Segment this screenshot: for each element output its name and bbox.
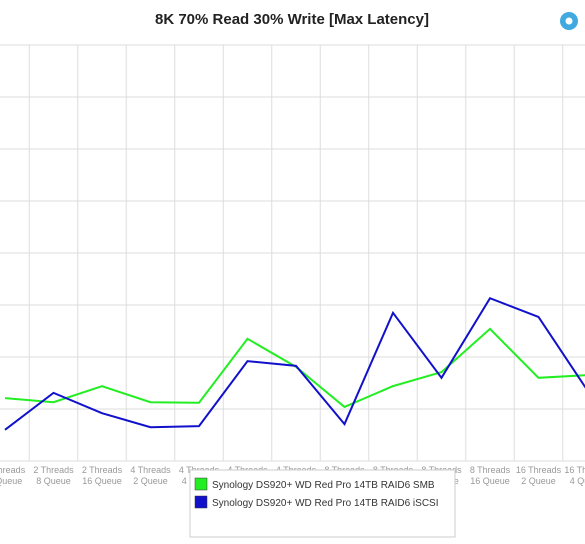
x-tick-label: 16 Threads [564,465,585,475]
logo-center [565,17,573,25]
chart-title: 8K 70% Read 30% Write [Max Latency] [155,11,429,28]
legend-label: Synology DS920+ WD Red Pro 14TB RAID6 iS… [212,498,438,509]
x-tick-label: 2 Threads [0,465,26,475]
x-tick-label: 8 Queue [36,476,71,486]
x-tick-label: 16 Queue [470,476,510,486]
x-tick-label: 2 Queue [133,476,168,486]
series-line [4,297,585,431]
legend-swatch [194,477,208,491]
x-tick-label: 2 Queue [521,476,556,486]
legend-swatch [194,495,208,509]
legend [189,469,456,538]
x-tick-label: 8 Threads [470,465,511,475]
series-line [4,327,585,409]
x-tick-label: 16 Threads [516,465,562,475]
x-tick-label: 2 Threads [82,465,123,475]
x-tick-label: 4 Threads [130,465,171,475]
legend-label: Synology DS920+ WD Red Pro 14TB RAID6 SM… [212,480,435,491]
x-tick-label: 16 Queue [82,476,122,486]
x-tick-label: 4 Queue [0,476,22,486]
x-tick-label: 4 Queue [570,476,585,486]
x-tick-label: 2 Threads [33,465,74,475]
